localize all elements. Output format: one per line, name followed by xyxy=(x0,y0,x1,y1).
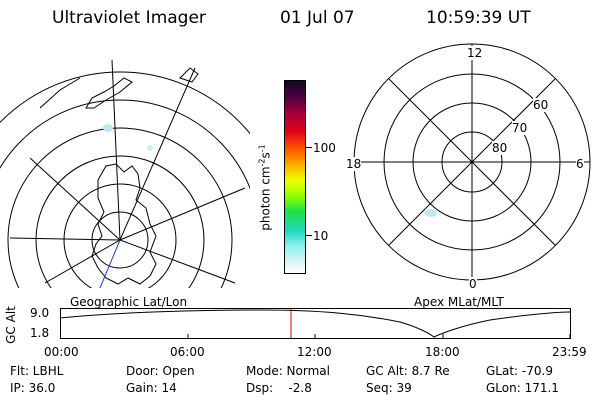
aurora-patch xyxy=(147,145,153,151)
gc-alt-info: GC Alt: 8.7 Re xyxy=(366,364,450,378)
colorbar-tick-10: 10 xyxy=(313,229,329,243)
geo-lat-circle xyxy=(91,211,149,269)
geo-meridian xyxy=(44,239,121,284)
polar-diagonal xyxy=(388,78,556,246)
geo-meridian xyxy=(119,67,196,241)
alt-tick-1.8: 1.8 xyxy=(30,326,50,340)
lat-label-80: 80 xyxy=(492,141,508,155)
door-info: Door: Open xyxy=(126,364,195,378)
filter-info: Flt: LBHL xyxy=(10,364,64,378)
x-tick-0000: 00:00 xyxy=(44,345,79,359)
ip-info: IP: 36.0 xyxy=(10,381,56,395)
apex-polar-plot xyxy=(353,43,591,281)
x-tick-2359: 23:59 xyxy=(552,345,587,359)
lat-label-70: 70 xyxy=(512,121,528,135)
geo-lat-circle xyxy=(35,155,205,288)
geo-meridian xyxy=(119,187,246,241)
glat-info: GLat: -70.9 xyxy=(486,364,553,378)
gc-alt-axis-label: GC Alt xyxy=(4,306,18,344)
lat-label-60: 60 xyxy=(533,98,549,112)
time-label: 10:59:39 UT xyxy=(426,8,531,28)
apex-panel-label: Apex MLat/MLT xyxy=(414,295,504,309)
app-title: Ultraviolet Imager xyxy=(52,8,206,28)
seq-info: Seq: 39 xyxy=(366,381,412,395)
altitude-curve xyxy=(60,309,571,338)
geographic-map xyxy=(0,59,250,288)
mlt-label-18: 18 xyxy=(346,157,362,171)
geo-meridian xyxy=(111,59,121,241)
geo-panel-label: Geographic Lat/Lon xyxy=(70,295,188,309)
colorbar-tickmark xyxy=(306,235,312,236)
colorbar-tick-100: 100 xyxy=(313,141,336,155)
x-tick-0600: 06:00 xyxy=(170,345,205,359)
colorbar-unit-label: photon cm-2s-1 xyxy=(257,144,273,231)
coastline xyxy=(39,77,81,109)
spacecraft-view-line xyxy=(99,239,121,288)
colorbar xyxy=(284,80,306,274)
geo-meridian xyxy=(9,237,121,241)
glon-info: GLon: 171.1 xyxy=(486,381,559,395)
coastline xyxy=(91,163,157,285)
altitude-plot xyxy=(60,308,571,339)
x-tick-1200: 12:00 xyxy=(297,345,332,359)
geo-lat-circle xyxy=(63,183,177,288)
date-label: 01 Jul 07 xyxy=(280,8,355,28)
altitude-plot-frame xyxy=(60,308,571,339)
colorbar-tickmark xyxy=(306,147,312,148)
gain-info: Gain: 14 xyxy=(126,381,177,395)
mlt-label-0: 0 xyxy=(469,277,477,291)
geo-lat-circle xyxy=(7,127,233,288)
mlt-label-12: 12 xyxy=(467,46,483,60)
geo-lat-circle xyxy=(0,99,250,190)
geo-lat-circle xyxy=(0,71,250,135)
aurora-patch xyxy=(425,209,437,217)
aurora-patch xyxy=(103,124,113,132)
coastline xyxy=(179,67,199,83)
geo-meridian xyxy=(119,239,236,284)
mlt-label-6: 6 xyxy=(576,157,584,171)
x-tick-1800: 18:00 xyxy=(425,345,460,359)
alt-tick-9: 9.0 xyxy=(30,306,50,320)
mode-info: Mode: Normal xyxy=(246,364,330,378)
geo-meridian xyxy=(29,157,121,241)
dsp-info: Dsp: -2.8 xyxy=(246,381,312,395)
coastline xyxy=(85,77,133,109)
